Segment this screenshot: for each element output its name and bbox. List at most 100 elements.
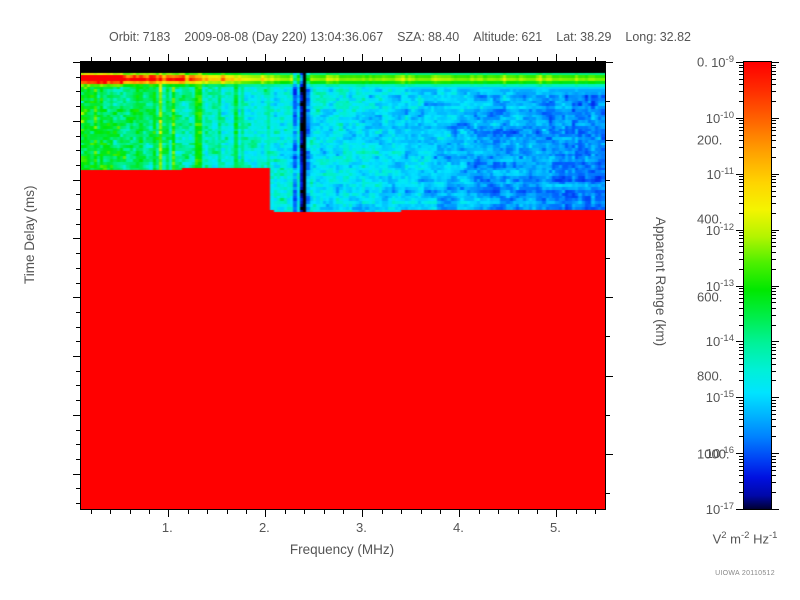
secondary-y-axis-minor-tick	[605, 101, 610, 103]
colorbar-minor-tick	[771, 140, 776, 142]
colorbar-minor-tick	[739, 176, 744, 178]
colorbar-minor-tick	[739, 475, 744, 477]
x-axis-minor-tick	[595, 509, 597, 514]
y-axis-minor-tick	[76, 135, 81, 137]
secondary-y-axis-minor-tick	[605, 493, 610, 495]
colorbar-minor-tick	[771, 176, 776, 178]
colorbar-minor-tick	[739, 74, 744, 76]
colorbar-tick-label: 10-10	[705, 109, 734, 127]
x-axis-minor-tick	[323, 509, 325, 514]
y-axis-minor-tick	[76, 267, 81, 269]
colorbar-minor-tick	[771, 134, 776, 136]
colorbar-minor-tick	[771, 120, 776, 122]
colorbar-minor-tick	[771, 302, 776, 304]
secondary-y-axis-tick-label: 0.	[697, 54, 708, 70]
header-field-value: 2009-08-08 (Day 220) 13:04:36.067	[184, 30, 384, 44]
colorbar-minor-tick	[771, 91, 776, 93]
colorbar: 10-9 10-10 10-11 10-12 10-13 10-14 10-15 10-16 1…	[706, 54, 779, 517]
colorbar-minor-tick	[739, 101, 744, 103]
y-axis-minor-tick	[76, 106, 81, 108]
secondary-y-axis-tick-label: 400.	[697, 211, 723, 227]
y-axis-tick	[73, 356, 81, 358]
x-axis-tick	[168, 509, 170, 517]
colorbar-minor-tick	[739, 67, 744, 69]
spectrogram-image	[81, 62, 605, 509]
colorbar-minor-tick	[771, 147, 776, 149]
colorbar-minor-tick	[771, 84, 776, 86]
y-axis-tick	[73, 414, 81, 416]
x-axis-tick	[459, 509, 461, 517]
x-axis-top-tick	[362, 54, 364, 62]
colorbar-minor-tick	[771, 314, 776, 316]
x-axis-tick-label: 4.	[453, 520, 464, 535]
colorbar-minor-tick	[739, 409, 744, 411]
y-axis-tick	[73, 297, 81, 299]
header-field-key: Lat:	[556, 30, 578, 44]
colorbar-minor-tick	[739, 258, 744, 260]
colorbar-minor-tick	[771, 475, 776, 477]
x-axis-minor-tick	[304, 509, 306, 514]
header-field-key: Orbit:	[109, 30, 140, 44]
x-axis-top-tick	[168, 54, 170, 62]
colorbar-minor-tick	[771, 414, 776, 416]
colorbar-tick-label: 10-16	[705, 444, 734, 462]
colorbar-minor-tick	[771, 492, 776, 494]
colorbar-minor-tick	[771, 232, 776, 234]
colorbar-tick	[736, 509, 744, 510]
colorbar-minor-tick	[739, 235, 744, 237]
y-axis-minor-tick	[76, 488, 81, 490]
colorbar-minor-tick	[771, 458, 776, 460]
x-axis-minor-tick	[343, 509, 344, 514]
colorbar-minor-tick	[771, 363, 776, 365]
x-axis-top-minor-tick	[90, 57, 92, 62]
colorbar-minor-tick	[739, 130, 744, 132]
colorbar-minor-tick	[739, 238, 744, 240]
colorbar-tick	[771, 453, 779, 455]
secondary-y-axis-minor-tick	[605, 179, 610, 181]
colorbar-minor-tick	[771, 74, 776, 76]
colorbar-minor-tick	[771, 258, 776, 260]
header-field-3: Altitude: 621	[473, 30, 542, 44]
colorbar-minor-tick	[739, 419, 744, 421]
colorbar-tick	[771, 285, 779, 287]
colorbar-minor-tick	[739, 134, 744, 136]
colorbar-tick	[736, 62, 744, 63]
colorbar-minor-tick	[739, 324, 744, 326]
colorbar-tick	[771, 341, 779, 343]
colorbar-minor-tick	[739, 84, 744, 86]
header-field-value: 88.40	[427, 30, 460, 44]
colorbar-minor-tick	[771, 350, 776, 352]
colorbar-minor-tick	[771, 186, 776, 188]
colorbar-minor-tick	[739, 482, 744, 484]
colorbar-minor-tick	[771, 101, 776, 103]
colorbar-minor-tick	[739, 314, 744, 316]
x-axis-minor-tick	[226, 509, 228, 514]
colorbar-minor-tick	[739, 436, 744, 438]
x-axis-top-minor-tick	[226, 57, 228, 62]
colorbar-tick	[736, 173, 744, 175]
footer-credit: UIOWA 20110512	[715, 570, 775, 577]
observation-header: Orbit: 7183 2009-08-08 (Day 220) 13:04:36.…	[0, 30, 800, 48]
secondary-y-axis-tick	[605, 140, 613, 142]
colorbar-tick-label: 10-9	[711, 53, 734, 71]
y-axis-minor-tick	[76, 209, 81, 211]
colorbar-minor-tick	[739, 302, 744, 304]
header-field-4: Lat: 38.29	[556, 30, 611, 44]
colorbar-minor-tick	[739, 402, 744, 404]
colorbar-minor-tick	[739, 399, 744, 401]
colorbar-minor-tick	[771, 190, 776, 192]
x-axis-minor-tick	[148, 509, 150, 514]
colorbar-minor-tick	[739, 179, 744, 181]
colorbar-tick	[736, 285, 744, 287]
header-field-value: 38.29	[580, 30, 612, 44]
colorbar-minor-tick	[739, 350, 744, 352]
x-axis-tick	[556, 509, 558, 517]
colorbar-minor-tick	[771, 268, 776, 270]
colorbar-minor-tick	[739, 458, 744, 460]
x-axis-minor-tick	[498, 509, 500, 514]
x-axis-minor-tick	[517, 509, 519, 514]
y-axis-minor-tick	[76, 326, 81, 328]
colorbar-minor-tick	[771, 426, 776, 428]
secondary-y-axis-tick	[605, 454, 613, 456]
x-axis-minor-tick	[207, 509, 209, 514]
